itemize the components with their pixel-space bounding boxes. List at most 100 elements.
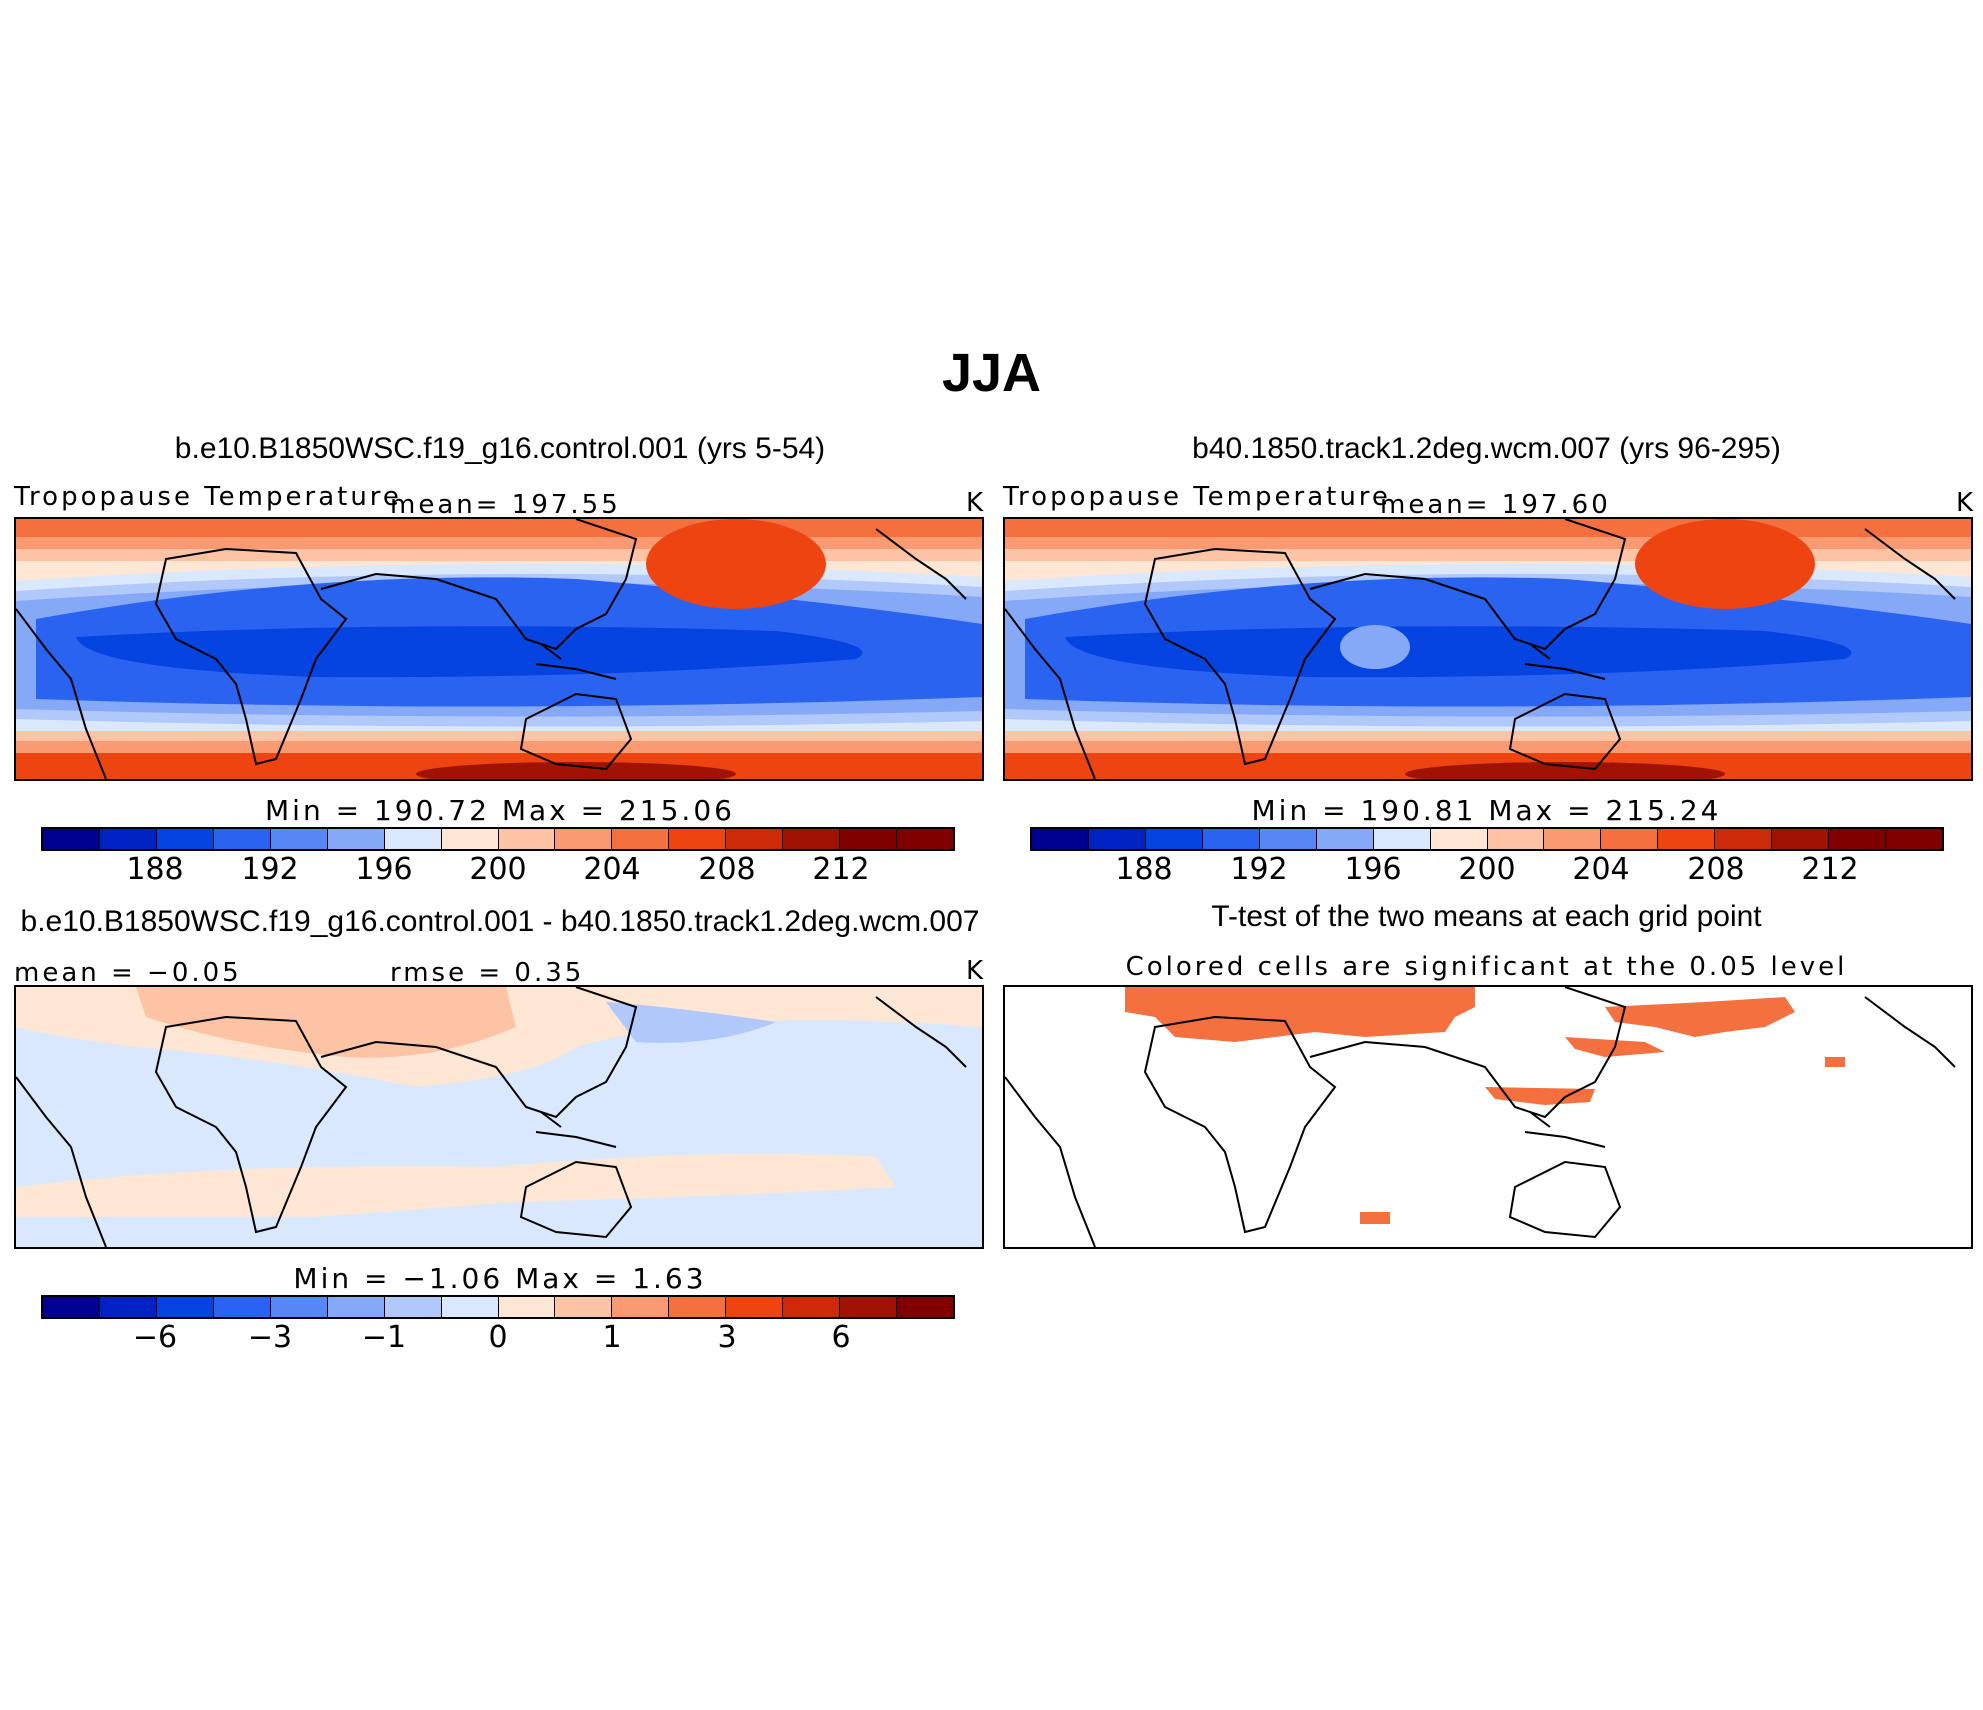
- significant-region: [1825, 1057, 1845, 1067]
- panel-title-bottom-right: T-test of the two means at each grid poi…: [1211, 900, 1762, 933]
- cbar-swatch: [897, 1297, 953, 1317]
- units-label-bottom-left: K: [966, 956, 987, 986]
- cbar-tick-label: 192: [1230, 852, 1288, 887]
- cbar-swatch: [327, 829, 385, 849]
- cbar-swatch: [1430, 829, 1488, 849]
- cbar-swatch: [669, 1297, 727, 1317]
- stats-label-bottom-left: Min = −1.06 Max = 1.63: [293, 1262, 707, 1295]
- significant-region: [1485, 1087, 1595, 1105]
- cbar-swatch: [1544, 829, 1602, 849]
- map-svg-top-right: [1005, 519, 1971, 779]
- cbar-swatch: [43, 829, 100, 849]
- cbar-swatch: [783, 1297, 841, 1317]
- colorbar-bottom-left: [41, 1295, 955, 1319]
- cbar-swatch: [897, 829, 953, 849]
- cbar-swatch: [840, 829, 898, 849]
- cbar-swatch: [441, 1297, 499, 1317]
- mean-label-top-right: mean= 197.60: [1380, 490, 1611, 520]
- cbar-swatch: [1032, 829, 1089, 849]
- cbar-swatch: [612, 829, 670, 849]
- cbar-swatch: [1088, 829, 1146, 849]
- map-top-right: [1003, 517, 1973, 781]
- colorbar-top-right: [1030, 827, 1944, 851]
- cbar-swatch: [726, 1297, 784, 1317]
- map-top-left: [14, 517, 984, 781]
- stats-label-top-left: Min = 190.72 Max = 215.06: [265, 794, 735, 827]
- cbar-swatch: [498, 829, 556, 849]
- colorbar-top-left: [41, 827, 955, 851]
- cbar-swatch: [156, 1297, 214, 1317]
- cbar-swatch: [669, 829, 727, 849]
- panel-title-top-left: b.e10.B1850WSC.f19_g16.control.001 (yrs …: [174, 432, 826, 465]
- cbar-swatch: [270, 829, 328, 849]
- panel-title-bottom-left: b.e10.B1850WSC.f19_g16.control.001 - b40…: [20, 905, 980, 938]
- cbar-swatch: [1886, 829, 1942, 849]
- cbar-swatch: [1487, 829, 1545, 849]
- left-label-top-right: Tropopause Temperature: [1003, 482, 1391, 512]
- map-bottom-right: [1003, 985, 1973, 1249]
- cbar-swatch: [612, 1297, 670, 1317]
- cbar-swatch: [384, 829, 442, 849]
- cbar-tick-label: 188: [1115, 852, 1173, 887]
- cbar-tick-label: 204: [1572, 852, 1630, 887]
- cbar-tick-label: 196: [1344, 852, 1402, 887]
- significant-region: [1605, 997, 1795, 1037]
- cbar-tick-label: 204: [583, 852, 641, 887]
- cbar-swatch: [555, 1297, 613, 1317]
- cbar-swatch: [99, 829, 157, 849]
- cbar-tick-label: 1: [602, 1320, 622, 1355]
- cbar-swatch: [1373, 829, 1431, 849]
- stats-label-top-right: Min = 190.81 Max = 215.24: [1251, 794, 1722, 827]
- cbar-swatch: [1772, 829, 1830, 849]
- mean-label-bottom-left: mean = −0.05: [14, 958, 242, 988]
- cbar-tick-label: −1: [361, 1320, 407, 1355]
- map-svg-bottom-right: [1005, 987, 1971, 1247]
- cbar-swatch: [156, 829, 214, 849]
- significant-region: [1125, 987, 1475, 1042]
- cbar-swatch: [384, 1297, 442, 1317]
- cbar-tick-label: 196: [355, 852, 413, 887]
- cbar-swatch: [726, 829, 784, 849]
- left-label-top-left: Tropopause Temperature: [14, 482, 402, 512]
- map-svg-bottom-left: [16, 987, 982, 1247]
- cbar-swatch: [840, 1297, 898, 1317]
- cbar-tick-label: −6: [132, 1320, 178, 1355]
- subtitle-bottom-right: Colored cells are significant at the 0.0…: [1125, 952, 1848, 982]
- cbar-tick-label: 192: [241, 852, 299, 887]
- cbar-swatch: [1601, 829, 1659, 849]
- cbar-swatch: [327, 1297, 385, 1317]
- units-label-top-left: K: [966, 488, 987, 518]
- rmse-label-bottom-left: rmse = 0.35: [390, 958, 585, 988]
- cbar-tick-label: 200: [469, 852, 527, 887]
- significant-region: [1360, 1212, 1390, 1224]
- cbar-tick-label: −3: [247, 1320, 293, 1355]
- cbar-tick-label: 212: [1801, 852, 1859, 887]
- cbar-tick-label: 3: [717, 1320, 737, 1355]
- cbar-tick-label: 200: [1458, 852, 1516, 887]
- cbar-tick-label: 208: [698, 852, 756, 887]
- map-bottom-left: [14, 985, 984, 1249]
- cbar-tick-label: 6: [831, 1320, 851, 1355]
- cbar-swatch: [213, 829, 271, 849]
- panel-title-top-right: b40.1850.track1.2deg.wcm.007 (yrs 96-295…: [1192, 432, 1781, 465]
- cbar-swatch: [783, 829, 841, 849]
- cbar-swatch: [99, 1297, 157, 1317]
- cbar-swatch: [1202, 829, 1260, 849]
- cbar-swatch: [1658, 829, 1716, 849]
- cbar-tick-label: 212: [812, 852, 870, 887]
- figure-title: JJA: [941, 343, 1042, 403]
- cbar-swatch: [498, 1297, 556, 1317]
- cbar-swatch: [1829, 829, 1887, 849]
- cbar-swatch: [1316, 829, 1374, 849]
- cbar-swatch: [43, 1297, 100, 1317]
- cbar-swatch: [270, 1297, 328, 1317]
- map-svg-top-left: [16, 519, 982, 779]
- cbar-swatch: [555, 829, 613, 849]
- cbar-swatch: [213, 1297, 271, 1317]
- cbar-swatch: [1715, 829, 1773, 849]
- cbar-swatch: [1259, 829, 1317, 849]
- cbar-tick-label: 188: [126, 852, 184, 887]
- units-label-top-right: K: [1956, 488, 1977, 518]
- cbar-swatch: [1145, 829, 1203, 849]
- mean-label-top-left: mean= 197.55: [390, 490, 621, 520]
